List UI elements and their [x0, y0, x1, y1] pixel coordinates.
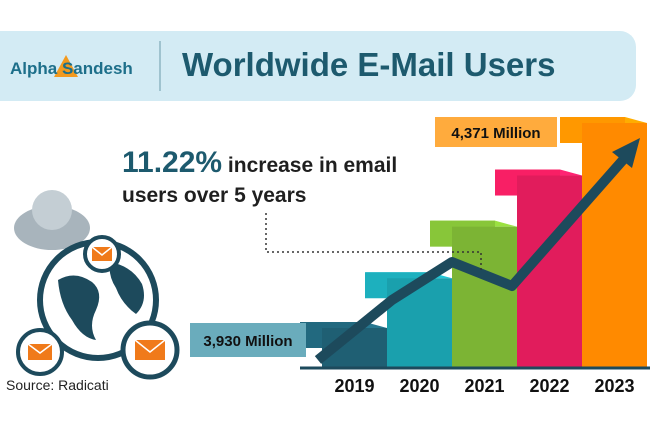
user-avatar-icon [14, 190, 90, 250]
globe-icon [37, 239, 159, 361]
header-banner: Alpha Sandesh Worldwide E-Mail Users [0, 31, 636, 101]
year-label-2023: 2023 [594, 376, 634, 396]
logo-mark-icon [54, 55, 78, 77]
callout-box [190, 323, 306, 357]
callout-box [435, 117, 557, 147]
year-label-2022: 2022 [529, 376, 569, 396]
percent-increase: 11.22% [122, 146, 223, 179]
trend-arrow [314, 138, 640, 364]
headline-text: 11.22% increase in email users over 5 ye… [122, 148, 422, 211]
headline-line2: users over 5 years [122, 184, 307, 207]
logo-text: Alpha Sandesh [10, 59, 133, 78]
year-label-2019: 2019 [334, 376, 374, 396]
callout-2019: 3,930 Million [190, 323, 306, 357]
bar-2021 [430, 220, 517, 368]
trend-arrow-line [314, 148, 634, 364]
source-note: Source: Radicati [6, 377, 109, 393]
headline-line1: increase in email [222, 154, 398, 177]
envelope-icon [16, 235, 180, 380]
callout-text: 4,371 Million [451, 125, 540, 142]
trend-arrow-head [612, 138, 640, 168]
year-label-2020: 2020 [399, 376, 439, 396]
brand-logo: Alpha Sandesh [10, 55, 133, 78]
x-axis-labels: 2019 2020 2021 2022 2023 [334, 376, 634, 396]
page-title: Worldwide E-Mail Users [182, 46, 556, 83]
bar-front-face [582, 123, 647, 368]
bar-front-face [452, 226, 517, 368]
callout-text: 3,930 Million [203, 333, 292, 350]
year-label-2021: 2021 [464, 376, 504, 396]
headline-leader [265, 213, 482, 272]
email-illustration [14, 190, 180, 380]
callout-2023: 4,371 Million [435, 117, 557, 147]
callouts: 3,930 Million 4,371 Million [190, 117, 557, 357]
header-divider [159, 41, 161, 91]
